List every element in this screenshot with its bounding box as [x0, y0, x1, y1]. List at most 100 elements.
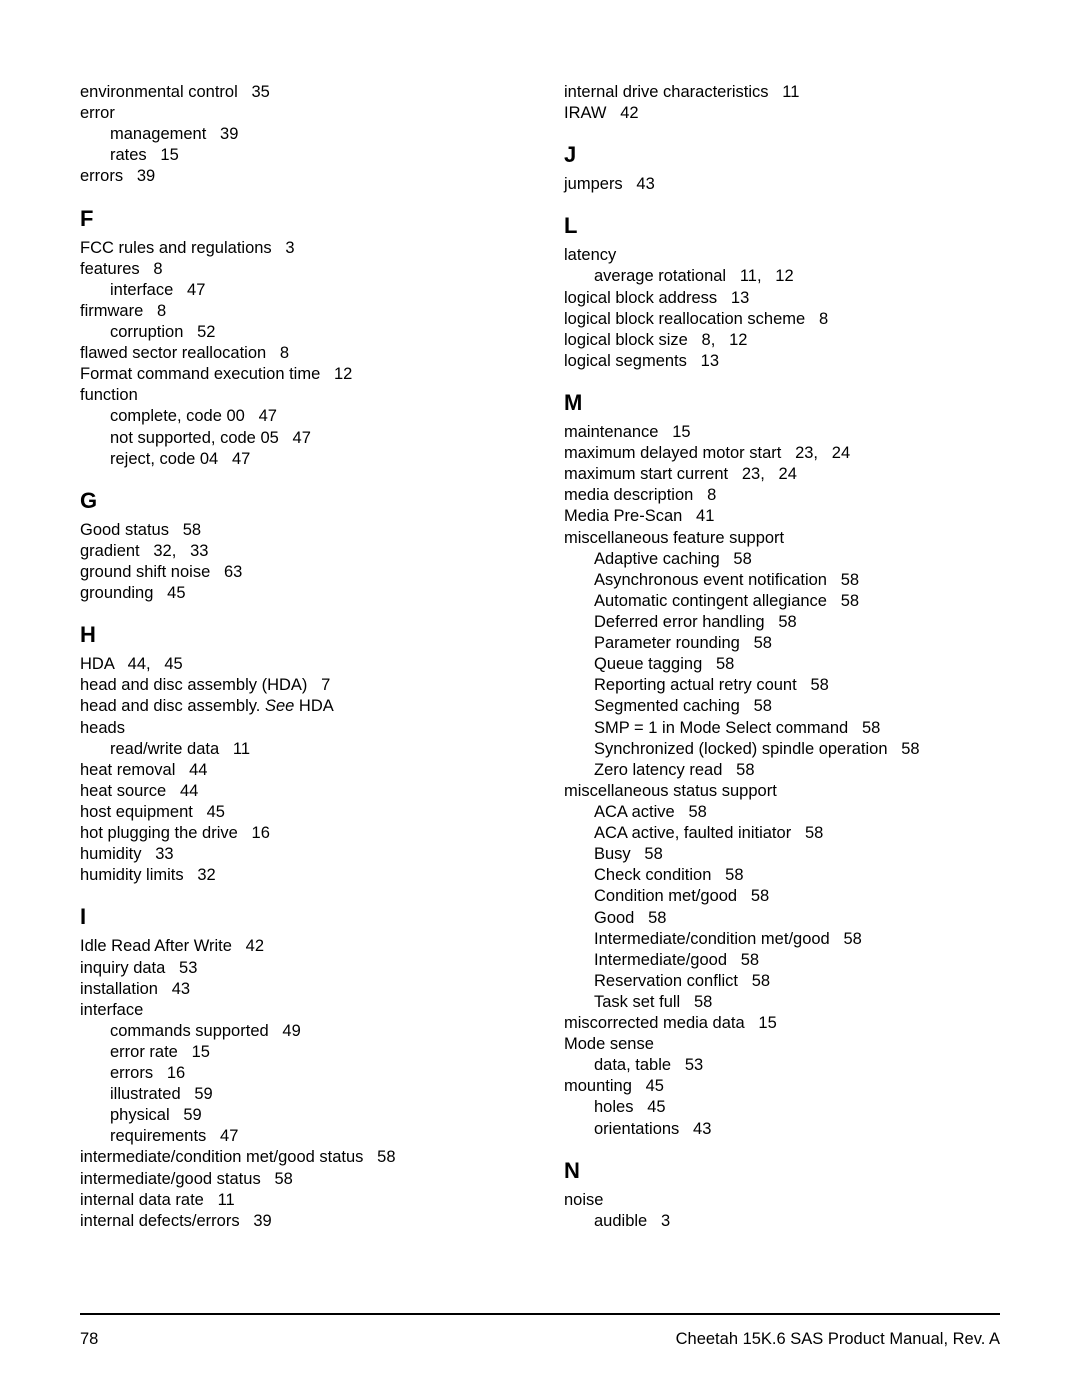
- index-entry: internal drive characteristics 11: [564, 82, 1000, 103]
- index-entry: humidity limits 32: [80, 865, 516, 886]
- index-entry: error rate 15: [80, 1042, 516, 1063]
- index-entry: corruption 52: [80, 322, 516, 343]
- index-entry: inquiry data 53: [80, 958, 516, 979]
- index-entry: interface: [80, 1000, 516, 1021]
- footer-rule: [80, 1313, 1000, 1315]
- index-entry: gradient 32, 33: [80, 541, 516, 562]
- right-column: internal drive characteristics 11IRAW 42…: [564, 82, 1000, 1232]
- index-entry: hot plugging the drive 16: [80, 823, 516, 844]
- index-entry: installation 43: [80, 979, 516, 1000]
- index-entry: function: [80, 385, 516, 406]
- index-entry: miscellaneous feature support: [564, 528, 1000, 549]
- index-entry: head and disc assembly (HDA) 7: [80, 675, 516, 696]
- index-entry: heat removal 44: [80, 760, 516, 781]
- index-entry: errors 39: [80, 166, 516, 187]
- index-entry: logical block size 8, 12: [564, 330, 1000, 351]
- index-entry: Asynchronous event notification 58: [564, 570, 1000, 591]
- index-entry: Segmented caching 58: [564, 696, 1000, 717]
- index-entry: physical 59: [80, 1105, 516, 1126]
- index-entry: environmental control 35: [80, 82, 516, 103]
- index-entry: grounding 45: [80, 583, 516, 604]
- index-entry: Format command execution time 12: [80, 364, 516, 385]
- left-column: environmental control 35errormanagement …: [80, 82, 516, 1232]
- index-entry: Adaptive caching 58: [564, 549, 1000, 570]
- index-entry: Idle Read After Write 42: [80, 936, 516, 957]
- index-entry: intermediate/good status 58: [80, 1169, 516, 1190]
- index-entry: heat source 44: [80, 781, 516, 802]
- index-entry: internal defects/errors 39: [80, 1211, 516, 1232]
- index-entry: SMP = 1 in Mode Select command 58: [564, 718, 1000, 739]
- index-entry: head and disc assembly. See HDA: [80, 696, 516, 717]
- index-entry: internal data rate 11: [80, 1190, 516, 1211]
- index-entry: Synchronized (locked) spindle operation …: [564, 739, 1000, 760]
- index-entry: Intermediate/good 58: [564, 950, 1000, 971]
- index-entry: maximum delayed motor start 23, 24: [564, 443, 1000, 464]
- index-entry: HDA 44, 45: [80, 654, 516, 675]
- index-entry: Zero latency read 58: [564, 760, 1000, 781]
- index-section-letter: N: [564, 1158, 1000, 1184]
- index-entry: orientations 43: [564, 1119, 1000, 1140]
- index-section-letter: J: [564, 142, 1000, 168]
- index-entry: reject, code 04 47: [80, 449, 516, 470]
- index-entry: IRAW 42: [564, 103, 1000, 124]
- index-entry: illustrated 59: [80, 1084, 516, 1105]
- index-section-letter: H: [80, 622, 516, 648]
- index-entry: Reporting actual retry count 58: [564, 675, 1000, 696]
- index-entry: interface 47: [80, 280, 516, 301]
- index-entry: flawed sector reallocation 8: [80, 343, 516, 364]
- index-entry: Reservation conflict 58: [564, 971, 1000, 992]
- index-entry: complete, code 00 47: [80, 406, 516, 427]
- index-entry: management 39: [80, 124, 516, 145]
- index-entry: host equipment 45: [80, 802, 516, 823]
- index-entry: holes 45: [564, 1097, 1000, 1118]
- index-entry: rates 15: [80, 145, 516, 166]
- index-entry: errors 16: [80, 1063, 516, 1084]
- index-entry: Busy 58: [564, 844, 1000, 865]
- index-entry: Check condition 58: [564, 865, 1000, 886]
- page-footer: 78 Cheetah 15K.6 SAS Product Manual, Rev…: [80, 1330, 1000, 1349]
- doc-title: Cheetah 15K.6 SAS Product Manual, Rev. A: [676, 1330, 1000, 1349]
- index-entry: miscellaneous status support: [564, 781, 1000, 802]
- index-entry: jumpers 43: [564, 174, 1000, 195]
- index-entry: Automatic contingent allegiance 58: [564, 591, 1000, 612]
- index-entry: intermediate/condition met/good status 5…: [80, 1147, 516, 1168]
- index-entry: humidity 33: [80, 844, 516, 865]
- index-entry: not supported, code 05 47: [80, 428, 516, 449]
- index-entry: logical block address 13: [564, 288, 1000, 309]
- index-entry: firmware 8: [80, 301, 516, 322]
- index-entry: error: [80, 103, 516, 124]
- index-entry: FCC rules and regulations 3: [80, 238, 516, 259]
- index-entry: Task set full 58: [564, 992, 1000, 1013]
- index-entry: maximum start current 23, 24: [564, 464, 1000, 485]
- index-entry: average rotational 11, 12: [564, 266, 1000, 287]
- index-section-letter: I: [80, 904, 516, 930]
- index-section-letter: M: [564, 390, 1000, 416]
- index-entry: ACA active, faulted initiator 58: [564, 823, 1000, 844]
- index-entry: Mode sense: [564, 1034, 1000, 1055]
- index-entry: Deferred error handling 58: [564, 612, 1000, 633]
- index-entry: ACA active 58: [564, 802, 1000, 823]
- index-entry: miscorrected media data 15: [564, 1013, 1000, 1034]
- index-entry: Condition met/good 58: [564, 886, 1000, 907]
- index-entry: logical block reallocation scheme 8: [564, 309, 1000, 330]
- index-entry: Good 58: [564, 908, 1000, 929]
- index-entry: features 8: [80, 259, 516, 280]
- index-page: environmental control 35errormanagement …: [0, 0, 1080, 1232]
- index-entry: mounting 45: [564, 1076, 1000, 1097]
- index-section-letter: L: [564, 213, 1000, 239]
- index-entry: media description 8: [564, 485, 1000, 506]
- index-entry: Media Pre-Scan 41: [564, 506, 1000, 527]
- index-entry: latency: [564, 245, 1000, 266]
- index-section-letter: F: [80, 206, 516, 232]
- index-entry: requirements 47: [80, 1126, 516, 1147]
- index-entry: ground shift noise 63: [80, 562, 516, 583]
- index-entry: Queue tagging 58: [564, 654, 1000, 675]
- index-entry: heads: [80, 718, 516, 739]
- page-number: 78: [80, 1330, 98, 1349]
- index-entry: data, table 53: [564, 1055, 1000, 1076]
- index-entry: Parameter rounding 58: [564, 633, 1000, 654]
- index-entry: logical segments 13: [564, 351, 1000, 372]
- index-entry: read/write data 11: [80, 739, 516, 760]
- index-entry: audible 3: [564, 1211, 1000, 1232]
- index-entry: noise: [564, 1190, 1000, 1211]
